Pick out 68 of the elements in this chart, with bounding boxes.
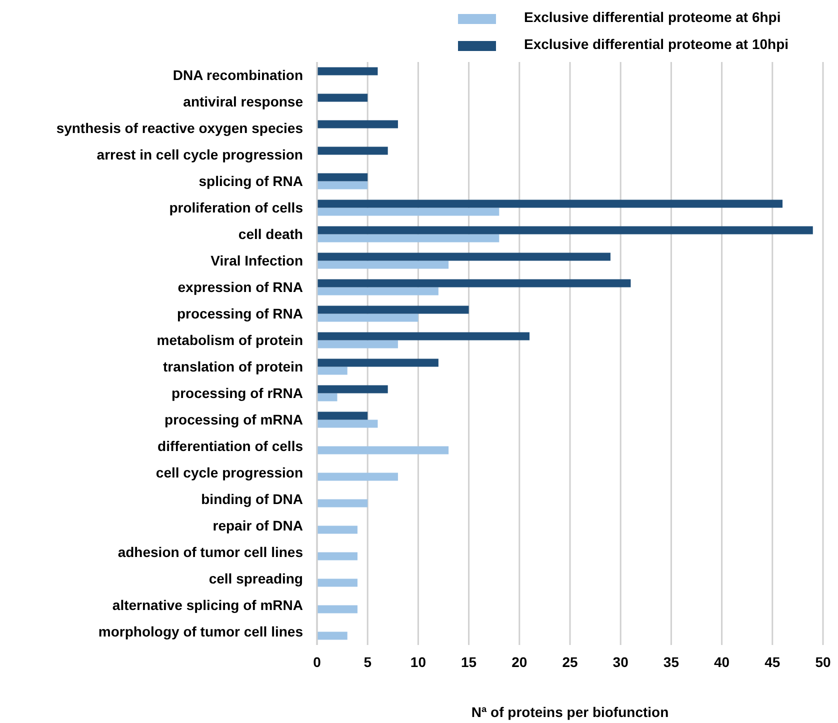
- x-tick-label: 35: [663, 654, 680, 670]
- bar: [317, 366, 348, 375]
- bar: [317, 252, 610, 261]
- bar: [317, 208, 500, 216]
- y-tick-label: processing of RNA: [176, 306, 303, 322]
- y-tick-label: proliferation of cells: [169, 200, 304, 216]
- x-tick-label: 20: [512, 654, 528, 670]
- legend-label: Exclusive differential proteome at 6hpi: [524, 9, 781, 25]
- bar: [317, 412, 368, 420]
- bar: [317, 226, 813, 234]
- y-tick-label: repair of DNA: [212, 518, 303, 534]
- bar: [317, 446, 449, 454]
- bar: [317, 314, 418, 322]
- bar: [317, 279, 631, 288]
- y-tick-label: arrest in cell cycle progression: [96, 146, 303, 163]
- y-tick-label: antiviral response: [183, 94, 304, 110]
- bar: [317, 472, 398, 481]
- x-axis-title: Nª of proteins per biofunction: [471, 704, 669, 720]
- y-tick-label: cell spreading: [208, 570, 303, 587]
- y-tick-label: metabolism of protein: [156, 332, 303, 348]
- bar: [317, 332, 530, 340]
- y-tick-label: adhesion of tumor cell lines: [118, 544, 304, 560]
- y-tick-label: morphology of tumor cell lines: [98, 624, 304, 640]
- y-tick-label: processing of mRNA: [164, 412, 303, 428]
- y-tick-label: processing of rRNA: [172, 385, 303, 402]
- y-tick-label: Viral Infection: [210, 252, 303, 269]
- bar: [317, 173, 368, 182]
- x-tick-label: 30: [612, 654, 629, 670]
- bar: [317, 340, 398, 348]
- bar: [317, 287, 438, 296]
- x-tick-label: 45: [764, 654, 780, 670]
- y-tick-label: splicing of RNA: [198, 173, 303, 190]
- bar: [317, 181, 368, 190]
- bar: [317, 260, 449, 269]
- y-tick-label: expression of RNA: [178, 279, 303, 296]
- bar: [317, 94, 368, 102]
- x-tick-label: 50: [815, 654, 831, 670]
- y-tick-label: differentiation of cells: [158, 438, 304, 454]
- bar: [317, 526, 358, 534]
- bar: [317, 67, 378, 76]
- bar: [317, 420, 378, 428]
- bar: [317, 358, 438, 367]
- y-tick-label: binding of DNA: [201, 491, 303, 508]
- bar: [317, 306, 469, 314]
- bar: [317, 499, 368, 508]
- bar: [317, 552, 358, 560]
- y-tick-label: alternative splicing of mRNA: [112, 597, 303, 614]
- bar: [317, 393, 338, 402]
- bar: [317, 632, 348, 640]
- bar: [317, 605, 358, 614]
- x-tick-label: 0: [313, 654, 322, 670]
- y-tick-label: cell cycle progression: [156, 464, 303, 481]
- x-tick-label: 40: [714, 654, 730, 670]
- bar: [317, 385, 388, 394]
- x-tick-label: 25: [562, 654, 578, 670]
- legend-label: Exclusive differential proteome at 10hpi: [524, 36, 789, 52]
- y-tick-label: translation of protein: [163, 358, 303, 375]
- x-tick-label: 10: [410, 654, 426, 670]
- x-tick-label: 15: [461, 654, 477, 670]
- bar: [317, 200, 783, 208]
- bar: [317, 578, 358, 587]
- y-tick-label: cell death: [238, 226, 303, 242]
- y-tick-label: synthesis of reactive oxygen species: [56, 120, 304, 136]
- bar: [317, 234, 500, 242]
- bar: [317, 120, 398, 128]
- x-tick-label: 5: [364, 654, 372, 670]
- bar: [317, 146, 388, 155]
- y-tick-label: DNA recombination: [172, 67, 303, 84]
